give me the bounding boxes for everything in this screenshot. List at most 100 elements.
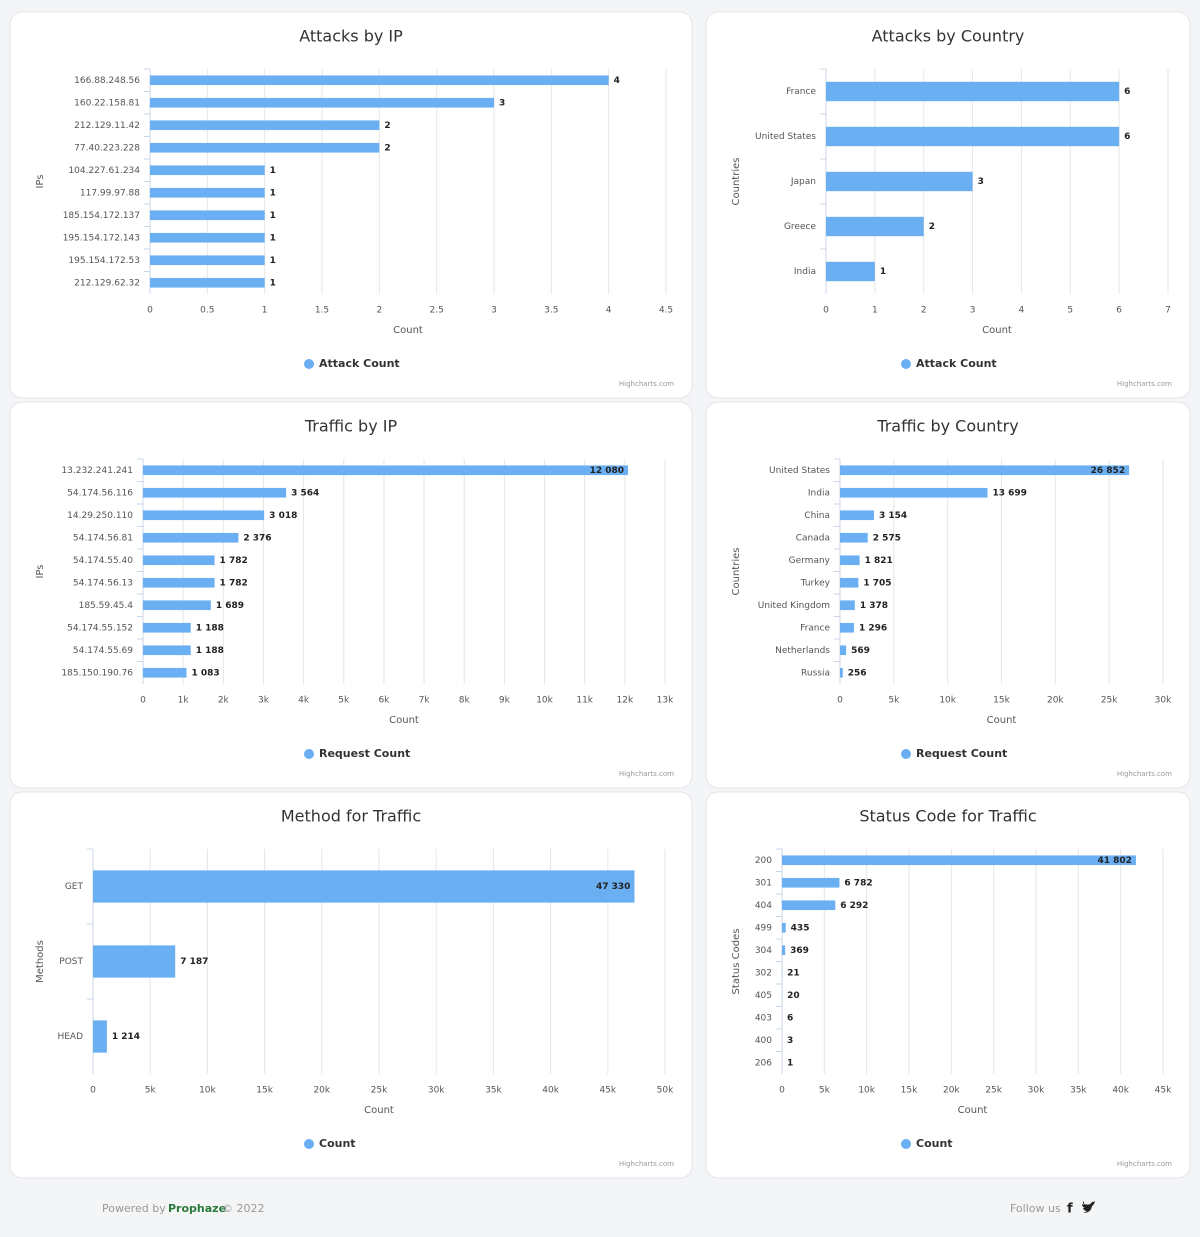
y-tick-label: 304: [755, 946, 772, 956]
x-tick-label: 20k: [313, 1086, 330, 1096]
y-tick-label: 54.174.55.40: [73, 556, 133, 566]
legend-label: Attack Count: [916, 357, 997, 370]
x-tick-label: 40k: [1112, 1086, 1129, 1096]
y-tick-label: France: [786, 87, 816, 97]
credits: Highcharts.com: [1117, 1160, 1172, 1168]
x-tick-label: 3.5: [544, 306, 558, 316]
data-label: 1 188: [196, 646, 224, 656]
footer-brand[interactable]: Prophaze: [168, 1202, 226, 1215]
bar: [782, 877, 840, 888]
footer-powered: Powered by: [102, 1202, 166, 1215]
data-label: 2: [929, 222, 935, 232]
bar: [840, 600, 855, 611]
y-tick-label: Greece: [784, 222, 816, 232]
bar: [840, 667, 843, 678]
chart-title: Traffic by Country: [876, 417, 1018, 436]
chart-title: Attacks by IP: [299, 27, 403, 46]
x-tick-label: 8k: [459, 696, 471, 706]
data-label: 3: [499, 98, 505, 108]
facebook-icon[interactable]: f: [1067, 1202, 1073, 1217]
credits: Highcharts.com: [1117, 380, 1172, 388]
x-tick-label: 25k: [1101, 696, 1118, 706]
legend-marker: [901, 359, 911, 369]
y-tick-label: 160.22.158.81: [74, 98, 140, 108]
bar: [840, 532, 868, 543]
x-tick-label: 30k: [428, 1086, 445, 1096]
x-tick-label: 2: [376, 306, 382, 316]
x-tick-label: 12k: [617, 696, 634, 706]
data-label: 1 296: [859, 623, 887, 633]
x-tick-label: 0: [90, 1086, 96, 1096]
y-tick-label: GET: [65, 882, 84, 892]
y-tick-label: 212.129.11.42: [74, 121, 140, 131]
y-tick-label: 117.99.97.88: [80, 188, 140, 198]
legend-marker: [901, 749, 911, 759]
x-tick-label: 45k: [1155, 1086, 1172, 1096]
data-label: 2 376: [243, 533, 271, 543]
y-tick-label: 54.174.56.81: [73, 533, 133, 543]
bar: [143, 510, 265, 521]
x-tick-label: 30k: [1028, 1086, 1045, 1096]
x-tick-label: 5k: [145, 1086, 157, 1096]
y-tick-label: 54.174.55.69: [73, 646, 133, 656]
data-label: 1 188: [196, 623, 224, 633]
bar: [93, 1020, 107, 1053]
data-label: 3 564: [291, 488, 319, 498]
bar: [826, 126, 1120, 147]
x-tick-label: 1k: [178, 696, 190, 706]
data-label: 41 802: [1097, 856, 1131, 866]
x-tick-label: 0: [837, 696, 843, 706]
data-label: 2 575: [873, 533, 901, 543]
data-label: 1: [270, 278, 276, 288]
x-tick-label: 13k: [657, 696, 674, 706]
y-tick-label: Netherlands: [775, 646, 830, 656]
x-tick-label: 25k: [371, 1086, 388, 1096]
data-label: 2: [384, 143, 390, 153]
x-tick-label: 10k: [199, 1086, 216, 1096]
bar: [826, 81, 1120, 102]
bar: [782, 900, 836, 911]
chart-title: Status Code for Traffic: [859, 807, 1036, 826]
x-tick-label: 4: [1019, 306, 1025, 316]
data-label: 26 852: [1091, 466, 1125, 476]
twitter-icon[interactable]: [1082, 1201, 1095, 1213]
bar: [143, 487, 287, 498]
bar: [840, 465, 1130, 476]
y-tick-label: 404: [755, 901, 772, 911]
y-tick-label: 195.154.172.143: [63, 233, 140, 243]
credits: Highcharts.com: [619, 380, 674, 388]
y-tick-label: 400: [755, 1036, 772, 1046]
legend-marker: [901, 1139, 911, 1149]
x-tick-label: 2: [921, 306, 927, 316]
y-axis-title: Countries: [731, 548, 742, 596]
x-tick-label: 1.5: [315, 306, 329, 316]
data-label: 1 083: [191, 668, 219, 678]
bar: [150, 232, 265, 243]
bar: [150, 97, 494, 108]
y-tick-label: 104.227.61.234: [68, 166, 140, 176]
y-tick-label: Japan: [790, 177, 816, 187]
y-tick-label: Russia: [801, 668, 830, 678]
y-tick-label: 212.129.62.32: [74, 278, 140, 288]
y-tick-label: India: [808, 488, 830, 498]
x-tick-label: 7: [1165, 306, 1171, 316]
y-tick-label: United States: [755, 132, 816, 142]
x-axis-title: Count: [987, 715, 1017, 726]
data-label: 6: [1124, 132, 1130, 142]
x-tick-label: 0: [140, 696, 146, 706]
data-label: 13 699: [992, 488, 1026, 498]
bar: [93, 870, 635, 903]
x-tick-label: 3: [491, 306, 497, 316]
y-axis-title: Countries: [731, 158, 742, 206]
bar: [782, 922, 786, 933]
y-tick-label: 54.174.55.152: [67, 623, 133, 633]
bar: [840, 555, 860, 566]
legend-marker: [304, 749, 314, 759]
x-tick-label: 50k: [657, 1086, 674, 1096]
y-tick-label: 54.174.56.116: [67, 488, 133, 498]
y-tick-label: 200: [755, 856, 772, 866]
y-axis-title: IPs: [35, 564, 46, 578]
y-tick-label: Canada: [796, 533, 830, 543]
y-tick-label: India: [794, 267, 816, 277]
y-tick-label: 185.150.190.76: [61, 668, 133, 678]
